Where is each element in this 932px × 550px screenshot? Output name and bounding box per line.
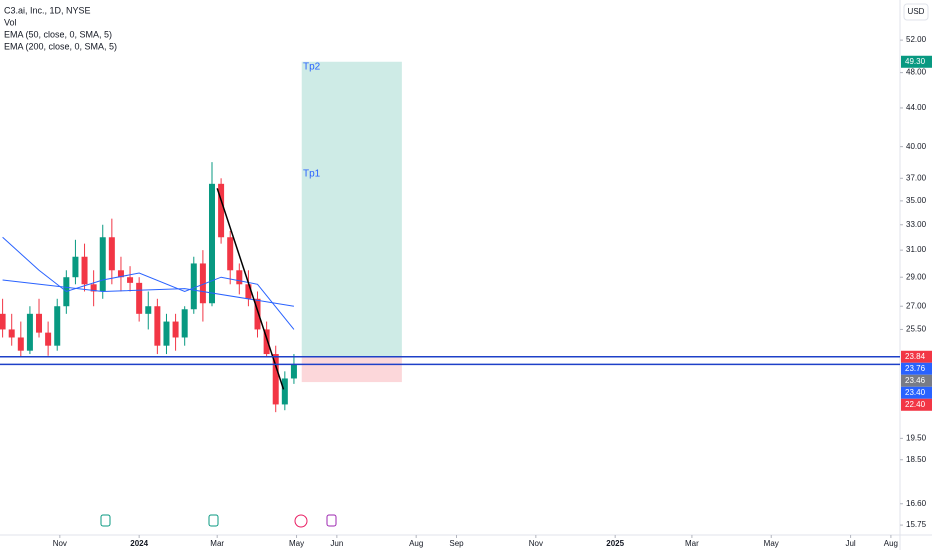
y-tick-label: 52.00 — [906, 35, 927, 44]
candle-body — [281, 378, 288, 405]
y-tick-label: 35.00 — [906, 196, 927, 205]
candle-body — [199, 263, 206, 304]
x-tick-label: Sep — [449, 539, 464, 548]
y-tick-label: 19.50 — [906, 433, 927, 442]
x-tick-label: Aug — [409, 539, 423, 548]
symbol-title[interactable]: C3.ai, Inc., 1D, NYSE — [4, 5, 91, 15]
candle-body — [81, 256, 88, 285]
price-badge — [901, 374, 932, 387]
price-badge — [901, 386, 932, 399]
x-tick-label: 2025 — [606, 539, 624, 548]
x-tick-label: Jul — [845, 539, 855, 548]
candle-body — [227, 237, 234, 271]
candle-body — [145, 306, 152, 314]
candle-body — [99, 237, 106, 292]
y-tick-label: 18.50 — [906, 455, 927, 464]
candle-body — [218, 183, 225, 238]
annotation: Tp2 — [303, 62, 321, 73]
candle-body — [254, 298, 261, 330]
candle-body — [17, 337, 24, 351]
candle-body — [54, 306, 61, 346]
price-badge-label: 22.40 — [905, 400, 926, 409]
y-tick-label: 29.00 — [906, 272, 927, 281]
trend-line — [216, 188, 285, 390]
candle-body — [272, 354, 279, 405]
price-badge-label: 23.40 — [905, 388, 926, 397]
price-badge — [901, 350, 932, 363]
candle-body — [190, 263, 197, 310]
y-tick-label: 31.00 — [906, 245, 927, 254]
target-zone — [301, 61, 402, 357]
y-tick-label: 15.75 — [906, 520, 927, 529]
candle-body — [26, 313, 33, 351]
candle-body — [163, 321, 170, 346]
candle-body — [127, 277, 134, 283]
x-tick-label: Nov — [529, 539, 543, 548]
indicator-label[interactable]: Vol — [4, 17, 17, 27]
candle-body — [236, 270, 243, 285]
candle-body — [8, 329, 15, 338]
price-badge-label: 23.76 — [905, 364, 926, 373]
y-tick-label: 37.00 — [906, 173, 927, 182]
candle-body — [45, 332, 52, 346]
candle-body — [90, 284, 97, 292]
x-tick-label: 2024 — [130, 539, 148, 548]
price-badge-label: 23.84 — [905, 352, 926, 361]
candle-body — [172, 321, 179, 338]
price-badge — [901, 55, 932, 68]
candle-body — [154, 306, 161, 346]
candle-body — [263, 329, 270, 355]
indicator-label[interactable]: EMA (200, close, 0, SMA, 5) — [4, 41, 117, 51]
candle-body — [72, 256, 79, 278]
ema-line — [2, 279, 295, 307]
x-tick-label: May — [764, 539, 779, 548]
x-tick-label: Jun — [330, 539, 343, 548]
annotation: Tp1 — [303, 169, 321, 180]
indicator-label[interactable]: EMA (50, close, 0, SMA, 5) — [4, 29, 112, 39]
currency[interactable]: USD — [908, 7, 925, 16]
x-tick-label: Mar — [685, 539, 699, 548]
y-tick-label: 25.50 — [906, 325, 927, 334]
y-tick-label: 27.00 — [906, 301, 927, 310]
candle-body — [290, 364, 297, 379]
price-badge — [901, 398, 932, 411]
candle-body — [36, 313, 43, 333]
stop-zone — [301, 356, 402, 383]
x-tick-label: May — [289, 539, 304, 548]
y-tick-label: 48.00 — [906, 68, 927, 77]
y-tick-label: 16.60 — [906, 499, 927, 508]
x-tick-label: Aug — [884, 539, 898, 548]
plot — [0, 61, 900, 413]
x-tick-label: Mar — [210, 539, 224, 548]
candle-body — [208, 183, 215, 304]
candle-body — [108, 237, 115, 271]
y-tick-label: 40.00 — [906, 142, 927, 151]
event-icons — [100, 514, 337, 528]
candle-body — [181, 309, 188, 338]
y-tick-label: 33.00 — [906, 220, 927, 229]
ema-line — [2, 236, 295, 330]
price-badge — [901, 362, 932, 375]
y-tick-label: 44.00 — [906, 103, 927, 112]
price-badge-label: 49.30 — [905, 57, 926, 66]
candle-body — [245, 284, 252, 299]
x-tick-label: Nov — [53, 539, 67, 548]
candle-body — [0, 313, 6, 330]
currency-button[interactable] — [903, 3, 929, 21]
candle-body — [117, 270, 124, 278]
price-badge-label: 23.46 — [905, 376, 926, 385]
candle-body — [136, 282, 143, 314]
